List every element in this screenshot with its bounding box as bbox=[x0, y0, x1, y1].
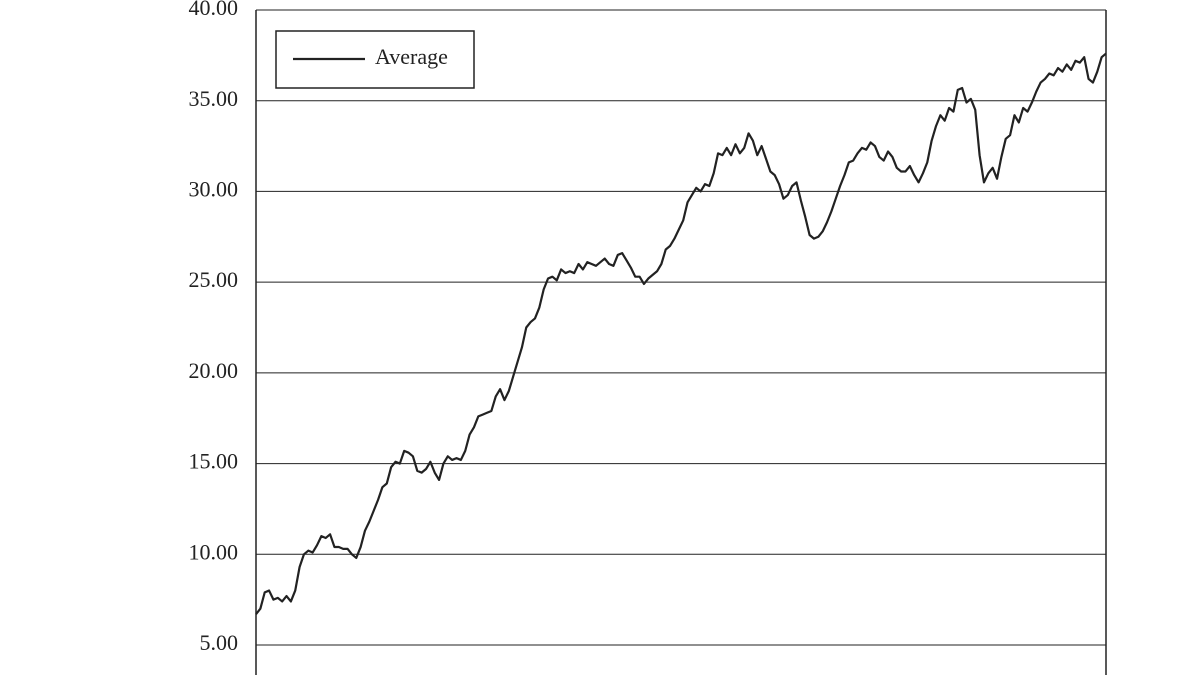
y-tick-label: 15.00 bbox=[189, 449, 239, 474]
y-tick-label: 40.00 bbox=[189, 0, 239, 20]
y-tick-label: 30.00 bbox=[189, 176, 239, 201]
y-tick-label: 20.00 bbox=[189, 358, 239, 383]
y-tick-label: 5.00 bbox=[200, 630, 239, 655]
legend-label: Average bbox=[375, 44, 448, 69]
data-line bbox=[255, 52, 1107, 615]
y-tick-label: 10.00 bbox=[189, 539, 239, 564]
legend-box bbox=[275, 30, 475, 89]
y-tick-label: 25.00 bbox=[189, 267, 239, 292]
y-tick-label: 35.00 bbox=[189, 86, 239, 111]
